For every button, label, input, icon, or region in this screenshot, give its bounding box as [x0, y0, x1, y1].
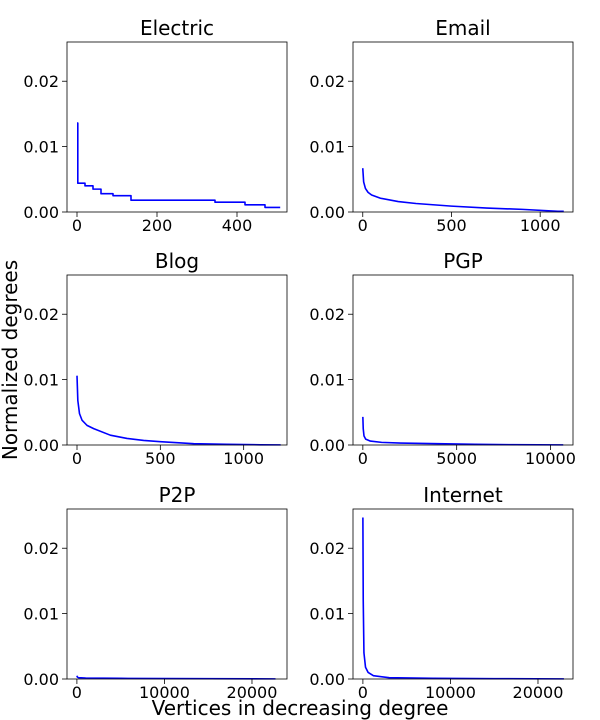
- x-tick-label: 20000: [227, 683, 278, 702]
- subplot-title: Electric: [140, 16, 214, 40]
- subplot-p2p: P2P 0 10000 20000 0.00 0.01 0.02: [23, 483, 288, 702]
- y-tick-label: 0.02: [309, 72, 345, 91]
- x-tick-label: 0: [72, 683, 82, 702]
- y-tick-label: 0.02: [309, 305, 345, 324]
- x-tick-label: 5000: [436, 449, 477, 468]
- y-tick-label: 0.00: [309, 436, 345, 455]
- axes-frame: [352, 41, 574, 213]
- y-tick-label: 0.01: [309, 371, 345, 390]
- series-line: [361, 168, 564, 213]
- series-line: [77, 122, 281, 209]
- subplot-electric: Electric 0 200 400 0.00 0.01 0.02: [23, 16, 288, 235]
- x-tick-label: 200: [142, 216, 173, 235]
- axes-frame: [66, 274, 288, 446]
- y-tick-label: 0.00: [309, 670, 345, 689]
- subplot-internet: Internet 0 10000 20000 0.00 0.01 0.02: [309, 483, 574, 702]
- y-tick-label: 0.00: [23, 203, 59, 222]
- x-tick-label: 0: [358, 216, 368, 235]
- subplot-email: Email 0 500 1000 0.00 0.01 0.02: [309, 16, 574, 235]
- subplot-blog: Blog 0 500 1000 0.00 0.01 0.02: [23, 249, 288, 468]
- y-axis-label: Normalized degrees: [0, 260, 22, 460]
- subplot-title: P2P: [159, 483, 196, 507]
- x-tick-label: 10000: [425, 683, 476, 702]
- x-tick-label: 500: [436, 216, 467, 235]
- y-tick-label: 0.00: [23, 436, 59, 455]
- x-tick-label: 0: [358, 449, 368, 468]
- x-axis-label: Vertices in decreasing degree: [152, 696, 449, 720]
- x-tick-label: 1000: [223, 449, 264, 468]
- series-line: [362, 416, 564, 446]
- series-line: [76, 675, 276, 680]
- subplot-title: PGP: [443, 249, 483, 273]
- subplot-title: Blog: [155, 249, 199, 273]
- subplot-title: Email: [435, 16, 491, 40]
- x-tick-label: 1000: [520, 216, 561, 235]
- x-tick-label: 10000: [139, 683, 190, 702]
- x-tick-label: 0: [72, 216, 82, 235]
- x-tick-label: 0: [72, 449, 82, 468]
- y-tick-label: 0.00: [309, 203, 345, 222]
- x-tick-label: 400: [222, 216, 253, 235]
- axes-frame: [352, 508, 574, 680]
- y-tick-label: 0.02: [23, 72, 59, 91]
- y-tick-label: 0.01: [309, 138, 345, 157]
- x-tick-label: 10000: [525, 449, 576, 468]
- x-tick-label: 20000: [513, 683, 564, 702]
- x-tick-label: 500: [145, 449, 176, 468]
- subplot-pgp: PGP 0 5000 10000 0.00 0.01 0.02: [309, 249, 576, 468]
- axes-frame: [66, 41, 288, 213]
- axes-frame: [66, 508, 288, 680]
- y-tick-label: 0.02: [23, 305, 59, 324]
- y-tick-label: 0.01: [309, 605, 345, 624]
- series-line: [76, 375, 281, 446]
- y-tick-label: 0.01: [23, 605, 59, 624]
- series-line: [362, 517, 564, 680]
- y-tick-label: 0.02: [309, 539, 345, 558]
- subplot-title: Internet: [423, 483, 503, 507]
- y-tick-label: 0.02: [23, 539, 59, 558]
- y-tick-label: 0.00: [23, 670, 59, 689]
- x-tick-label: 0: [358, 683, 368, 702]
- y-tick-label: 0.01: [23, 371, 59, 390]
- axes-frame: [352, 274, 574, 446]
- y-tick-label: 0.01: [23, 138, 59, 157]
